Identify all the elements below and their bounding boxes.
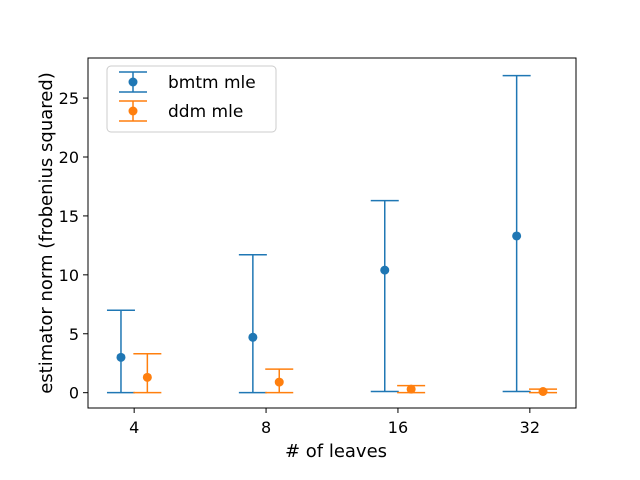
chart-marks bbox=[106, 74, 558, 397]
y-tick-label: 20 bbox=[59, 148, 79, 167]
series-1 bbox=[133, 353, 558, 397]
y-axis-ticks: 0 5 10 15 20 25 bbox=[59, 89, 88, 403]
data-point bbox=[248, 332, 258, 342]
x-tick-label: 8 bbox=[261, 418, 271, 437]
y-tick-label: 25 bbox=[59, 89, 79, 108]
data-point bbox=[512, 231, 522, 241]
data-point bbox=[116, 352, 126, 362]
series-0 bbox=[106, 74, 531, 394]
y-tick-label: 10 bbox=[59, 266, 79, 285]
data-point bbox=[380, 265, 390, 275]
x-axis-ticks: 4 8 16 32 bbox=[129, 408, 540, 437]
x-tick-label: 32 bbox=[520, 418, 540, 437]
x-tick-label: 4 bbox=[129, 418, 139, 437]
y-axis-label: estimator norm (frobenius squared) bbox=[36, 72, 57, 394]
legend-box bbox=[106, 65, 277, 133]
y-tick-label: 15 bbox=[59, 207, 79, 226]
data-point bbox=[406, 384, 416, 394]
x-tick-label: 16 bbox=[388, 418, 408, 437]
legend-item-0: bmtm mle bbox=[119, 71, 256, 93]
legend-marker bbox=[128, 106, 138, 116]
y-tick-label: 0 bbox=[69, 384, 79, 403]
y-tick-label: 5 bbox=[69, 325, 79, 344]
data-point bbox=[538, 387, 548, 397]
legend-marker bbox=[128, 77, 138, 87]
x-axis-label: # of leaves bbox=[285, 441, 387, 462]
data-point bbox=[142, 372, 152, 382]
legend-item-1: ddm mle bbox=[119, 100, 243, 122]
plot-area-frame bbox=[87, 57, 577, 409]
legend: bmtm mle ddm mle bbox=[106, 65, 277, 133]
legend-label: bmtm mle bbox=[168, 73, 256, 93]
data-point bbox=[274, 377, 284, 387]
legend-label: ddm mle bbox=[168, 102, 243, 122]
